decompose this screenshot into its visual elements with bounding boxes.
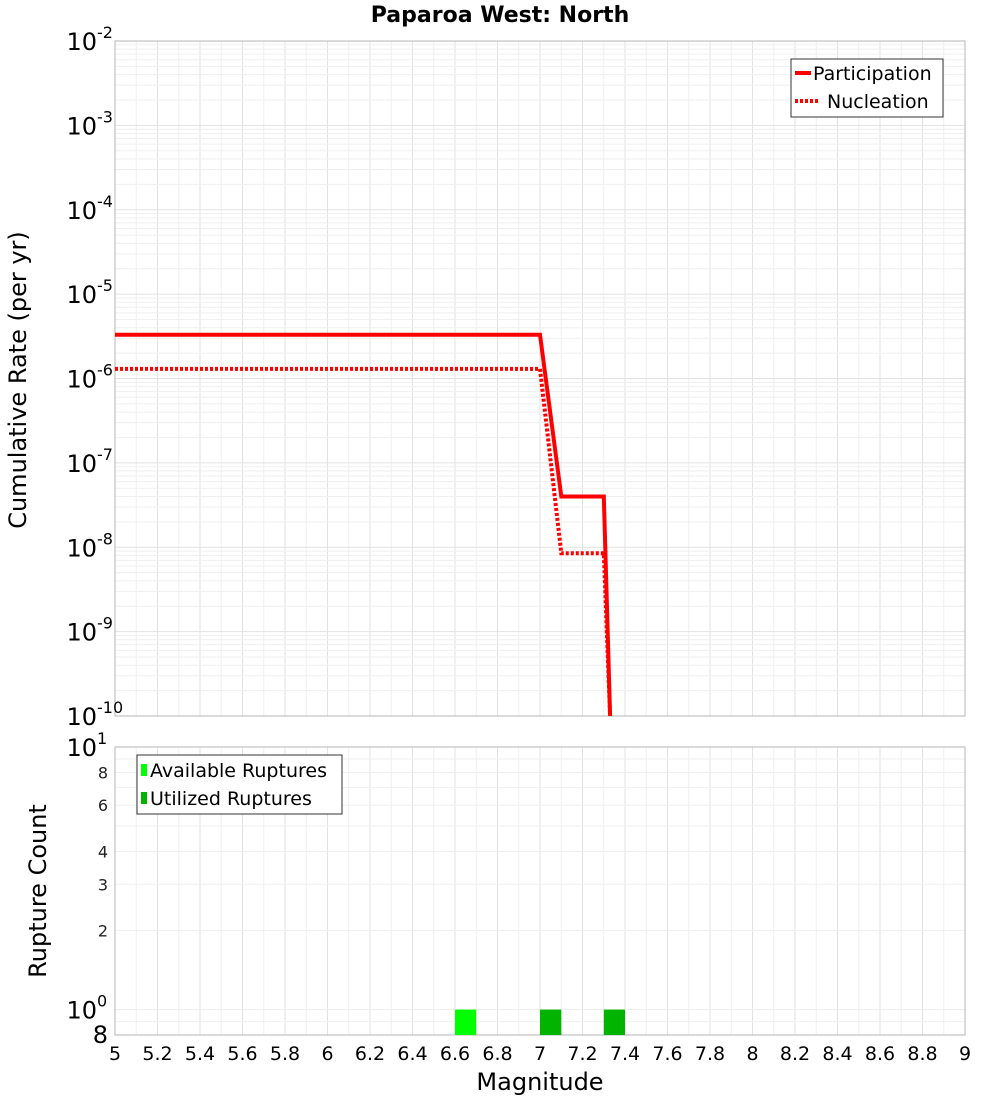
bar-utilized-ruptures (603, 1009, 625, 1035)
chart-title: Paparoa West: North (371, 3, 629, 28)
bottom-y-tick-decade: 10 0 (66, 992, 107, 1025)
top-y-tick: 10 -8 (66, 529, 113, 562)
top-y-tick: 10 -3 (66, 107, 113, 140)
legend-available-label: Available Ruptures (150, 760, 327, 782)
top-y-tick-exponent: -4 (97, 192, 113, 211)
top-y-tick: 10 -5 (66, 276, 113, 309)
x-tick-label: 7.8 (695, 1043, 725, 1065)
top-grid (114, 41, 966, 717)
top-y-tick-base: 10 (66, 619, 97, 647)
top-y-tick-exponent: -8 (97, 529, 113, 548)
bottom-bars-group (455, 1009, 625, 1035)
x-ticks: 5 5.2 5.4 5.6 5.8 6 6.2 6.4 6.6 6.8 7 7.2 7.4 7.6 7.8 8… (109, 1043, 971, 1065)
bar-utilized-ruptures (540, 1009, 562, 1035)
bottom-y-tick-minor: 3 (98, 875, 108, 894)
bottom-y-tick-minor: 2 (98, 922, 108, 941)
x-tick-label: 5.8 (270, 1043, 300, 1065)
top-y-tick-exponent: -2 (97, 23, 113, 42)
x-tick-label: 6.2 (355, 1043, 385, 1065)
top-y-tick-base: 10 (66, 281, 97, 309)
bottom-y-tick-decade-exponent: 0 (97, 992, 107, 1011)
x-tick-label: 8 (746, 1043, 758, 1065)
x-tick-label: 5.4 (185, 1043, 215, 1065)
top-y-ticks: 10-210-310-410-510-610-710-810-910-10 (66, 23, 123, 731)
bottom-legend-box (136, 754, 343, 815)
top-y-tick: 10 -2 (66, 23, 113, 56)
top-y-tick-base: 10 (66, 534, 97, 562)
top-y-tick: 10 -6 (66, 361, 113, 394)
series-line-nucleation (115, 366, 613, 717)
top-y-tick-base: 10 (66, 450, 97, 478)
bottom-y-tick-minor: 8 (98, 763, 108, 782)
x-tick-label: 6.4 (397, 1043, 427, 1065)
bar-available-ruptures (455, 1009, 477, 1035)
bottom-y-tick-decade-base: 10 (66, 997, 97, 1025)
top-y-tick-exponent: -7 (97, 445, 113, 464)
top-y-tick-exponent: -10 (97, 698, 123, 717)
top-y-tick-base: 10 (66, 366, 97, 394)
x-tick-label: 9 (959, 1043, 971, 1065)
x-tick-label: 7.2 (567, 1043, 597, 1065)
x-tick-label: 6.6 (440, 1043, 470, 1065)
top-legend: Participation Nucleation (790, 58, 944, 118)
top-y-axis-label: Cumulative Rate (per yr) (4, 231, 32, 529)
top-y-tick: 10 -10 (66, 698, 123, 731)
top-series-group (115, 332, 613, 717)
top-y-tick-exponent: -3 (97, 107, 113, 126)
x-tick-label: 8.6 (865, 1043, 895, 1065)
top-y-tick: 10 -7 (66, 445, 113, 478)
x-tick-label: 5.6 (227, 1043, 257, 1065)
top-y-tick-exponent: -5 (97, 276, 113, 295)
bottom-y-tick-decade-base: 10 (66, 734, 97, 762)
top-legend-box (790, 58, 944, 118)
x-tick-label: 8.8 (907, 1043, 937, 1065)
top-plot-frame (114, 40, 966, 717)
top-y-tick: 10 -4 (66, 192, 113, 225)
x-tick-label: 6.8 (482, 1043, 512, 1065)
top-y-tick-base: 10 (66, 197, 97, 225)
x-tick-label: 7.6 (652, 1043, 682, 1065)
legend-available-swatch (141, 764, 147, 776)
legend-nucleation-label: Nucleation (827, 91, 929, 113)
legend-utilized-label: Utilized Ruptures (150, 788, 312, 810)
top-y-tick-base: 10 (66, 112, 97, 140)
x-tick-label: 5.2 (142, 1043, 172, 1065)
bottom-y-tick-minor: 6 (98, 796, 108, 815)
bottom-y-axis-label: Rupture Count (24, 804, 52, 978)
top-y-tick-exponent: -9 (97, 614, 113, 633)
top-y-tick-base: 10 (66, 703, 97, 731)
x-tick-label: 5 (109, 1043, 121, 1065)
bottom-y-tick-decade: 10 1 (66, 729, 107, 762)
bottom-legend: Available Ruptures Utilized Ruptures (136, 754, 343, 815)
series-line-participation (115, 332, 613, 717)
bottom-y-tick-bottom: 8 (93, 1021, 108, 1049)
top-y-tick-base: 10 (66, 28, 97, 56)
x-tick-label: 7 (534, 1043, 546, 1065)
legend-participation-label: Participation (813, 63, 932, 85)
x-tick-label: 6 (321, 1043, 333, 1065)
legend-utilized-swatch (141, 792, 147, 804)
top-y-tick-exponent: -6 (97, 361, 113, 380)
x-tick-label: 8.4 (822, 1043, 852, 1065)
x-axis-label: Magnitude (476, 1068, 603, 1096)
x-tick-label: 8.2 (780, 1043, 810, 1065)
x-tick-label: 7.4 (610, 1043, 640, 1065)
bottom-y-tick-decade-exponent: 1 (97, 729, 107, 748)
bottom-y-tick-minor: 4 (98, 842, 108, 861)
top-y-tick: 10 -9 (66, 614, 113, 647)
